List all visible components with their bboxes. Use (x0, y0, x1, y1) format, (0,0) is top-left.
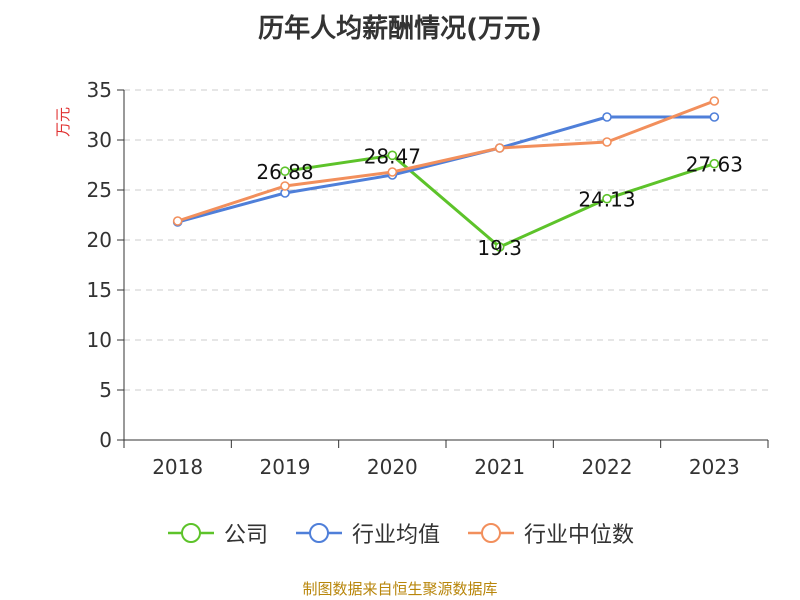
x-tick-label: 2019 (260, 455, 311, 479)
data-labels: 26.88 28.47 19.3 24.13 27.63 (256, 144, 743, 260)
data-point (602, 193, 612, 204)
x-tick-label: 2020 (367, 455, 418, 479)
legend-item[interactable]: 公司 (166, 517, 268, 549)
data-point (709, 96, 720, 106)
data-point (280, 181, 290, 191)
data-label: 28.47 (364, 144, 421, 168)
data-label: 27.63 (686, 153, 743, 177)
data-label: 19.3 (477, 236, 522, 260)
legend-marker-icon (295, 523, 342, 543)
legend-item[interactable]: 行业均值 (294, 517, 440, 549)
data-point (709, 158, 720, 169)
series-line-2 (177, 99, 715, 223)
series-lines (172, 96, 720, 252)
y-tick-label: 35 (87, 78, 112, 102)
y-tick-label: 10 (87, 328, 112, 352)
y-tick-label: 25 (87, 178, 112, 202)
data-point (602, 137, 612, 147)
y-tick-label: 20 (87, 228, 112, 252)
data-label: 26.88 (256, 160, 313, 184)
y-axis-label: 万元 (54, 107, 72, 137)
legend-marker-icon (468, 523, 514, 543)
legend-item[interactable]: 行业中位数 (466, 517, 634, 549)
y-tick-label: 15 (87, 278, 112, 302)
data-point (709, 112, 720, 122)
chart-title: 历年人均薪酬情况(万元) (258, 14, 542, 44)
data-point (387, 150, 398, 161)
legend: 公司 行业均值 行业中位数 (0, 517, 800, 549)
axes: 0 5 10 15 20 25 30 35 2018 2019 2020 2021 2022 2023 (87, 78, 769, 479)
legend-label: 公司 (223, 523, 268, 548)
legend-label: 行业均值 (351, 523, 440, 548)
data-point (387, 167, 398, 177)
grid-lines (124, 89, 768, 391)
data-point (172, 216, 183, 226)
source-note: 制图数据来自恒生聚源数据库 (302, 580, 498, 598)
x-tick-label: 2021 (474, 455, 525, 479)
y-tick-label: 5 (99, 378, 112, 402)
data-point (280, 166, 290, 176)
legend-marker-icon (167, 523, 214, 543)
data-point (602, 112, 612, 122)
x-tick-label: 2023 (689, 455, 740, 479)
data-label: 24.13 (578, 188, 635, 212)
data-point (494, 143, 505, 153)
y-tick-label: 0 (99, 428, 112, 452)
y-tick-label: 30 (87, 128, 112, 152)
x-tick-label: 2018 (152, 455, 203, 479)
series-line-0 (284, 153, 715, 249)
legend-label: 行业中位数 (524, 523, 635, 548)
x-tick-label: 2022 (582, 455, 633, 479)
data-point (494, 242, 505, 252)
